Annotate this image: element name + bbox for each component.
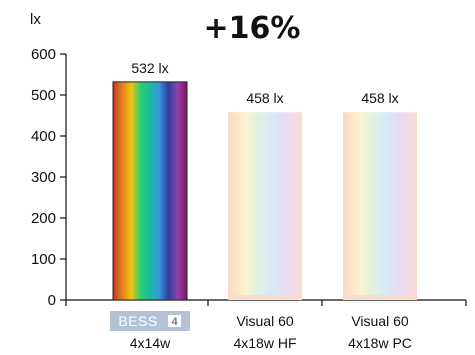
category-label-line1: Visual 60 [236,313,294,329]
category-label-line2: 4x18w HF [233,335,296,351]
logo-badge-number: 4 [171,316,178,328]
bar [228,112,302,300]
y-tick-label: 400 [31,128,56,145]
brand-logo: BESS 4 [110,311,190,331]
logo-badge [168,315,181,327]
y-tick-label: 600 [31,46,56,63]
chart-title: +16% [204,11,301,46]
data-label: 532 lx [131,60,168,76]
logo-text: BESS [118,313,157,329]
category-label-line2: 4x14w [130,335,171,351]
y-tick-label: 300 [31,169,56,186]
y-axis-label: lx [30,11,41,28]
y-tick-label: 100 [31,251,56,268]
bar-base [228,295,302,300]
y-tick-label: 0 [48,292,56,309]
y-tick-label: 200 [31,210,56,227]
bar [343,112,417,300]
bar-base [343,295,417,300]
data-label: 458 lx [246,90,283,106]
bar [112,81,188,301]
data-label: 458 lx [361,90,398,106]
category-label-line2: 4x18w PC [348,335,412,351]
y-tick-label: 500 [31,87,56,104]
category-label-line1: Visual 60 [351,313,409,329]
axes: 0 100 200 300 400 500 600 [31,46,467,309]
data-labels: 532 lx 458 lx 458 lx [131,60,398,106]
bars [112,81,417,301]
